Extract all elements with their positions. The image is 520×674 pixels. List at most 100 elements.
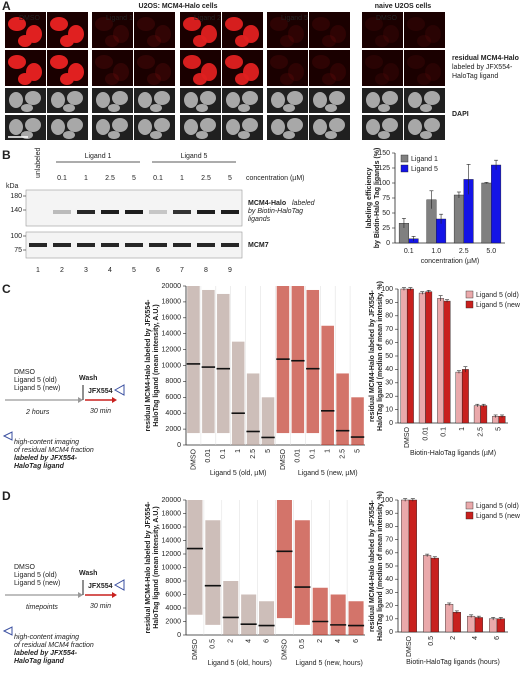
nucleus-signal [113,63,129,81]
nucleus-dapi [184,119,198,135]
y-tick-label: 50 [382,210,390,217]
nucleus-signal [147,73,161,85]
lane-label: 0.1 [57,175,67,182]
note-text: high-content imaging [14,634,79,641]
y-tick-label: 6000 [165,394,181,401]
y-tick-label: 14000 [162,331,182,338]
group-label: Ligand 5 [181,153,208,160]
legend-label: Ligand 5 [411,166,438,173]
nucleus-signal [280,35,294,47]
y-tick-label: 12000 [162,551,182,558]
row-label: labeled by JFX554- [452,64,513,71]
eye-icon [2,431,13,441]
nucleus-dapi [382,91,398,105]
point-cloud [202,289,215,434]
nucleus-dapi [242,118,258,132]
band [149,210,167,214]
nucleus-signal [105,73,119,85]
band [221,210,239,214]
condition-label: Ligand 2 [194,15,221,22]
x-tick-label: DMSO [280,448,287,470]
legend-label: Ligand 5 (old) [476,292,519,299]
band-label-note: ligands [248,216,271,223]
y-tick-label: 16000 [162,315,182,322]
eye-icon [113,384,125,396]
nucleus-dapi [325,104,337,112]
x-tick-label: 0.5 [210,639,217,649]
nucleus-signal [50,55,68,69]
panel-label: B [2,148,11,162]
nucleus-signal [193,73,207,85]
note-text: labeled by JFX554- [14,650,78,657]
image-tile [92,12,133,48]
nucleus-signal [383,25,399,43]
legend-label: Ligand 5 (old) [476,503,519,510]
bar [425,291,433,424]
nucleus-dapi [271,92,285,108]
nucleus-dapi [283,131,295,139]
nucleus-dapi [196,131,208,139]
nucleus-signal [183,55,201,69]
note-text: labeled by JFX554- [14,455,78,462]
nucleus-signal [312,17,330,31]
y-tick-label: 4000 [165,410,181,417]
nucleus-dapi [287,91,303,105]
band [173,243,191,247]
lane-number: 2 [60,267,64,274]
nucleus-signal [60,73,74,85]
treatment-label: Ligand 5 (new) [14,580,60,587]
x-tick-label: 0.1 [310,449,317,459]
point-cloud [348,601,364,635]
nucleus-dapi [200,118,216,132]
legend-swatch [465,511,474,520]
treatment-label: DMSO [14,369,36,376]
nucleus-dapi [378,131,390,139]
row-label: DAPI [452,111,469,118]
y-tick-label: 60 [385,550,393,557]
x-tick-label: 0.5 [299,639,306,649]
x-tick-label: 4 [472,636,479,640]
x-tick-label: DMSO [281,638,288,660]
nucleus-dapi [408,119,422,135]
nucleus-signal [193,35,207,47]
x-tick-label: 2.5 [477,427,484,437]
row-label: HaloTag ligand [452,73,498,80]
nucleus-dapi [238,131,250,139]
nucleus-signal [375,73,389,85]
band [77,243,95,247]
nucleus-signal [270,17,288,31]
bar [445,604,454,633]
kda-label: kDa [6,183,19,190]
point-cloud [321,325,334,445]
nucleus-signal [407,17,425,31]
image-tile [134,12,175,48]
nucleus-dapi [424,91,440,105]
bar [474,617,483,633]
nucleus-dapi [378,104,390,112]
point-cloud [294,520,310,625]
image-tile [92,50,133,86]
arrow-head [112,592,117,598]
x-tick-label: DMSO [404,426,411,448]
bar [473,405,481,424]
arrow-head [78,592,83,598]
legend-swatch [465,290,474,299]
x-tick-label: 5.0 [486,248,496,255]
bar [481,182,492,244]
point-cloud [291,286,305,434]
y-tick-label: 60 [385,339,393,346]
nucleus-signal [8,17,26,31]
y-tick-label: 100 [378,180,390,187]
nucleus-dapi [9,92,23,108]
bar [453,194,464,244]
group-label: Ligand 5 (new, hours) [296,660,363,667]
legend-swatch [465,300,474,309]
point-cloud [306,289,320,434]
nucleus-dapi [287,118,303,132]
nucleus-dapi [313,119,327,135]
lane-number: 9 [228,267,232,274]
y-tick-label: 6000 [165,591,181,598]
nucleus-signal [425,63,441,81]
nucleus-dapi [138,92,152,108]
nucleus-signal [288,25,304,43]
